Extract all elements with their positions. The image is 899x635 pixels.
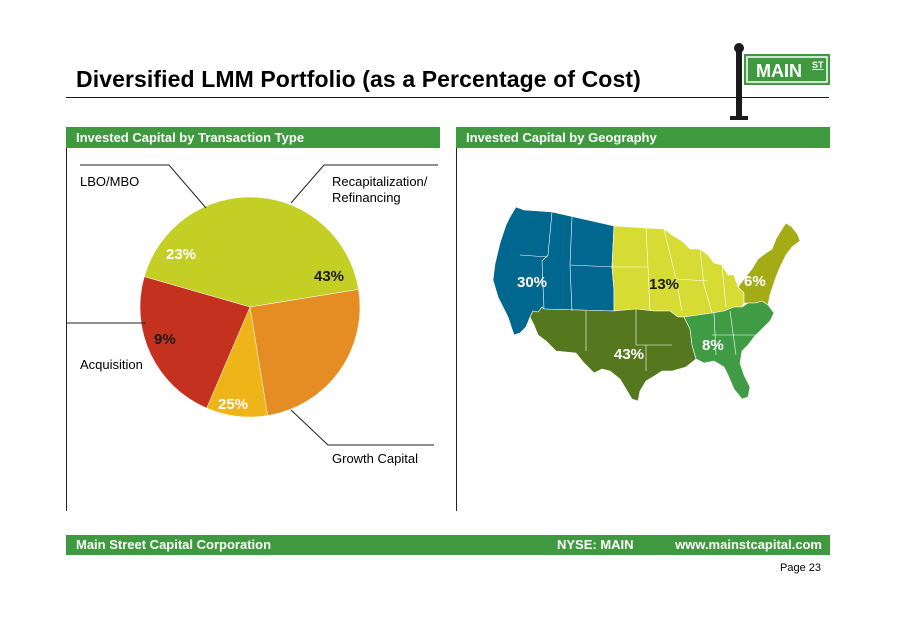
acquisition-category-label: Acquisition (80, 357, 143, 372)
left-panel-border (66, 148, 67, 511)
acquisition-value-label: 9% (154, 331, 176, 348)
geography-header: Invested Capital by Geography (456, 127, 830, 148)
midwest-value-label: 13% (649, 276, 679, 293)
recap-leader-line (290, 164, 438, 204)
growth-slice (249, 289, 361, 416)
recap-value-label: 43% (314, 268, 344, 285)
lbo-value-label: 23% (166, 246, 196, 263)
transaction-type-pie-chart: LBO/MBO Recapitalization/ Refinancing Ac… (66, 164, 438, 466)
recap-slice (143, 196, 359, 308)
footer-website[interactable]: www.mainstcapital.com (675, 537, 822, 552)
us-geography-map: 30% 13% 6% 43% 8% (492, 206, 801, 402)
growth-leader-line (290, 409, 434, 446)
footer-ticker: NYSE: MAIN (557, 537, 634, 552)
lbo-category-label: LBO/MBO (80, 174, 139, 189)
logo-superscript: ST (812, 60, 824, 70)
transaction-type-header: Invested Capital by Transaction Type (66, 127, 440, 148)
right-panel-border (456, 148, 457, 511)
midwest-region (611, 225, 745, 318)
title-divider (66, 97, 829, 98)
footer-company: Main Street Capital Corporation (76, 537, 272, 552)
recap-category-label: Recapitalization/ (332, 174, 428, 189)
page-number: Page 23 (780, 562, 821, 574)
lbo-leader-line (80, 164, 207, 209)
west-value-label: 30% (517, 274, 547, 291)
recap-category-label-line2: Refinancing (332, 190, 401, 205)
northeast-value-label: 6% (744, 273, 766, 290)
logo-text: MAIN (756, 61, 802, 81)
growth-value-label: 25% (218, 396, 248, 413)
southeast-value-label: 8% (702, 337, 724, 354)
south-central-region (529, 306, 697, 402)
page-title: Diversified LMM Portfolio (as a Percenta… (76, 66, 641, 92)
southeast-region (683, 300, 775, 400)
growth-category-label: Growth Capital (332, 451, 418, 466)
northeast-region (737, 222, 801, 306)
south-central-value-label: 43% (614, 346, 644, 363)
lbo-slice (139, 276, 251, 409)
main-street-logo: MAIN ST (730, 43, 830, 120)
footer-bar: Main Street Capital Corporation NYSE: MA… (66, 535, 830, 555)
